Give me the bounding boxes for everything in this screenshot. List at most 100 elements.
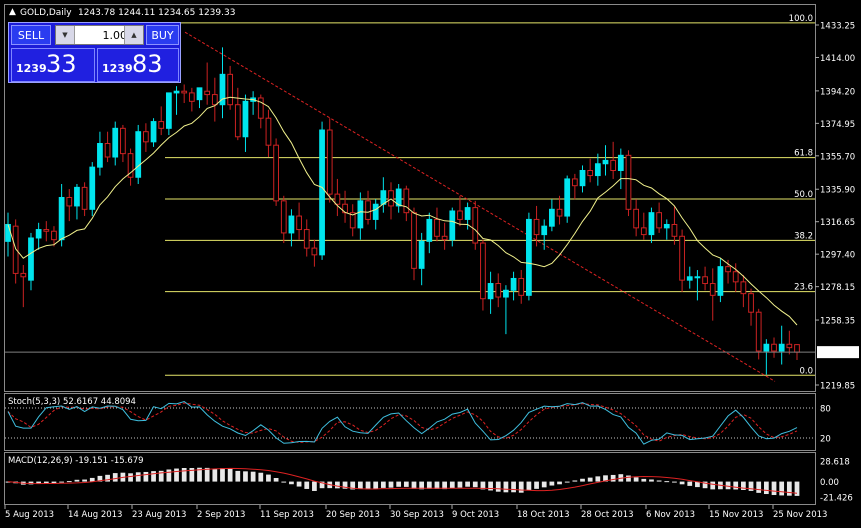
- price-tick-label-2: 1394.20: [820, 87, 855, 97]
- macd-bar-34: [266, 474, 271, 482]
- candle-body-66: [510, 277, 517, 291]
- macd-bar-95: [733, 481, 739, 490]
- candle-body-76: [587, 170, 594, 177]
- candle-body-99: [763, 343, 770, 352]
- macd-bar-66: [511, 481, 516, 493]
- lot-size-input[interactable]: [75, 26, 129, 44]
- candle-body-42: [326, 129, 333, 195]
- candle-body-65: [503, 289, 509, 298]
- macd-bar-88: [679, 481, 685, 485]
- macd-bar-73: [564, 481, 570, 483]
- candle-body-20: [158, 121, 165, 129]
- macd-bar-37: [289, 481, 294, 485]
- candle-body-26: [204, 90, 211, 96]
- macd-bar-74: [572, 480, 578, 482]
- macd-bar-25: [197, 467, 202, 482]
- macd-bar-33: [258, 472, 264, 482]
- macd-bar-69: [534, 481, 539, 489]
- candle-body-71: [548, 208, 555, 227]
- price-tick-label-8: 1278.15: [820, 283, 855, 293]
- sell-price-box[interactable]: 1239 33: [11, 48, 95, 82]
- macd-bar-81: [626, 475, 631, 482]
- macd-bar-29: [227, 468, 233, 482]
- main-pane-border: [4, 4, 816, 392]
- macd-bar-79: [610, 474, 616, 482]
- candle-body-19: [150, 121, 157, 143]
- macd-bar-94: [725, 481, 731, 490]
- macd-bar-54: [419, 481, 425, 490]
- buy-button[interactable]: BUY: [146, 25, 179, 45]
- candle-body-9: [74, 186, 80, 207]
- time-tick-label-9: 28 Oct 2013: [581, 510, 634, 520]
- macd-bar-75: [580, 478, 585, 482]
- candle-body-45: [349, 212, 356, 229]
- price-tick-label-10: 1219.85: [820, 382, 855, 392]
- sell-price-minor: 33: [46, 50, 77, 78]
- macd-bar-48: [373, 481, 379, 489]
- candle-body-54: [418, 240, 425, 269]
- sell-price-major: 1239: [16, 62, 47, 75]
- one-click-trading-panel: SELL ▼ ▲ BUY 1239 33 1239 83: [8, 22, 181, 83]
- macd-bar-49: [380, 481, 386, 488]
- candle-body-10: [81, 186, 88, 210]
- macd-bar-16: [128, 473, 133, 482]
- macd-bar-40: [312, 481, 317, 491]
- macd-bar-90: [695, 481, 700, 488]
- candle-body-68: [526, 218, 532, 296]
- candle-body-72: [556, 208, 563, 217]
- macd-bar-22: [174, 468, 179, 482]
- macd-bar-98: [756, 481, 762, 493]
- candle-body-1: [12, 225, 19, 274]
- candle-body-25: [196, 87, 203, 101]
- candle-body-83: [640, 227, 647, 236]
- macd-bar-12: [97, 475, 103, 482]
- candle-body-57: [441, 235, 448, 241]
- candle-body-102: [786, 343, 793, 349]
- buy-price-major: 1239: [102, 62, 133, 75]
- macd-bar-82: [633, 477, 639, 482]
- lot-size-stepper[interactable]: ▼ ▲: [55, 25, 144, 45]
- candle-body-5: [43, 229, 50, 232]
- macd-bar-17: [135, 472, 141, 482]
- macd-label: MACD(12,26,9) -19.151 -15.679: [8, 456, 144, 466]
- macd-bar-24: [189, 468, 195, 482]
- macd-bar-102: [786, 481, 792, 496]
- candle-body-75: [579, 170, 586, 187]
- macd-bar-36: [281, 481, 287, 483]
- macd-bar-39: [304, 481, 310, 489]
- macd-bar-35: [273, 478, 279, 482]
- sell-button[interactable]: SELL: [11, 25, 51, 45]
- candle-body-87: [671, 223, 678, 237]
- fib-label-3: 38.2: [794, 231, 813, 241]
- buy-price-box[interactable]: 1239 83: [97, 48, 179, 82]
- candle-body-67: [518, 277, 525, 296]
- candle-body-82: [633, 208, 640, 229]
- ma-line: [7, 96, 798, 326]
- candle-body-46: [357, 200, 364, 229]
- macd-bar-62: [480, 481, 486, 490]
- macd-bar-71: [549, 481, 555, 486]
- chevron-up-icon[interactable]: ▲: [124, 26, 143, 44]
- candle-body-97: [748, 293, 754, 313]
- macd-bar-58: [449, 481, 455, 489]
- macd-bar-91: [702, 481, 708, 489]
- macd-signal-line: [7, 467, 798, 494]
- candle-body-6: [51, 230, 57, 241]
- time-tick-label-7: 9 Oct 2013: [452, 510, 499, 520]
- macd-bar-9: [74, 479, 80, 482]
- macd-bar-84: [649, 479, 654, 482]
- collapse-triangle-icon[interactable]: ▲: [9, 7, 16, 17]
- chevron-down-icon[interactable]: ▼: [56, 26, 75, 44]
- candle-body-50: [388, 190, 394, 207]
- macd-bar-11: [89, 477, 95, 482]
- candle-body-93: [717, 266, 724, 296]
- macd-indicator: 28.618 0.00 -21.426: [5, 458, 853, 504]
- candle-body-58: [449, 210, 456, 241]
- candle-body-14: [112, 127, 119, 158]
- candle-body-91: [702, 276, 708, 285]
- macd-bar-19: [151, 471, 156, 482]
- candle-body-41: [319, 129, 325, 256]
- macd-bar-68: [526, 481, 532, 491]
